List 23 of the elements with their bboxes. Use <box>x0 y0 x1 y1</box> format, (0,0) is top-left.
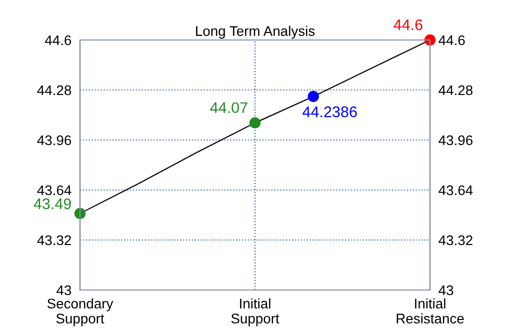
y2-tick-label: 43 <box>438 285 454 296</box>
x-tick-label: Initial Support <box>231 298 280 326</box>
chart-title: Long Term Analysis <box>196 26 315 39</box>
y2-tick-label: 43.32 <box>438 235 472 246</box>
y2-tick-label: 43.64 <box>438 185 473 196</box>
y-tick-label: 43 <box>56 285 72 296</box>
point <box>424 34 436 46</box>
y2-tick-label: 44.28 <box>438 85 472 96</box>
point <box>249 117 261 128</box>
y-tick-label: 44.6 <box>44 35 72 46</box>
x-tick-label: Secondary Support <box>47 298 114 326</box>
y2-tick-label: 44.6 <box>438 35 465 46</box>
x-tick-label: Initial Resistance <box>396 298 464 324</box>
y-tick-label: 44.28 <box>37 85 72 96</box>
data-label: 44.07 <box>210 102 248 114</box>
y2-tick-label: 43.96 <box>438 135 472 146</box>
data-label: 44.6 <box>394 19 422 30</box>
y-tick-label: 43.96 <box>37 135 72 146</box>
y-tick-label: 43.32 <box>37 235 71 246</box>
data-label: 43.49 <box>34 198 71 210</box>
point <box>308 90 319 102</box>
data-label: 44.2386 <box>302 106 357 118</box>
y-tick-label: 43.64 <box>37 185 72 196</box>
